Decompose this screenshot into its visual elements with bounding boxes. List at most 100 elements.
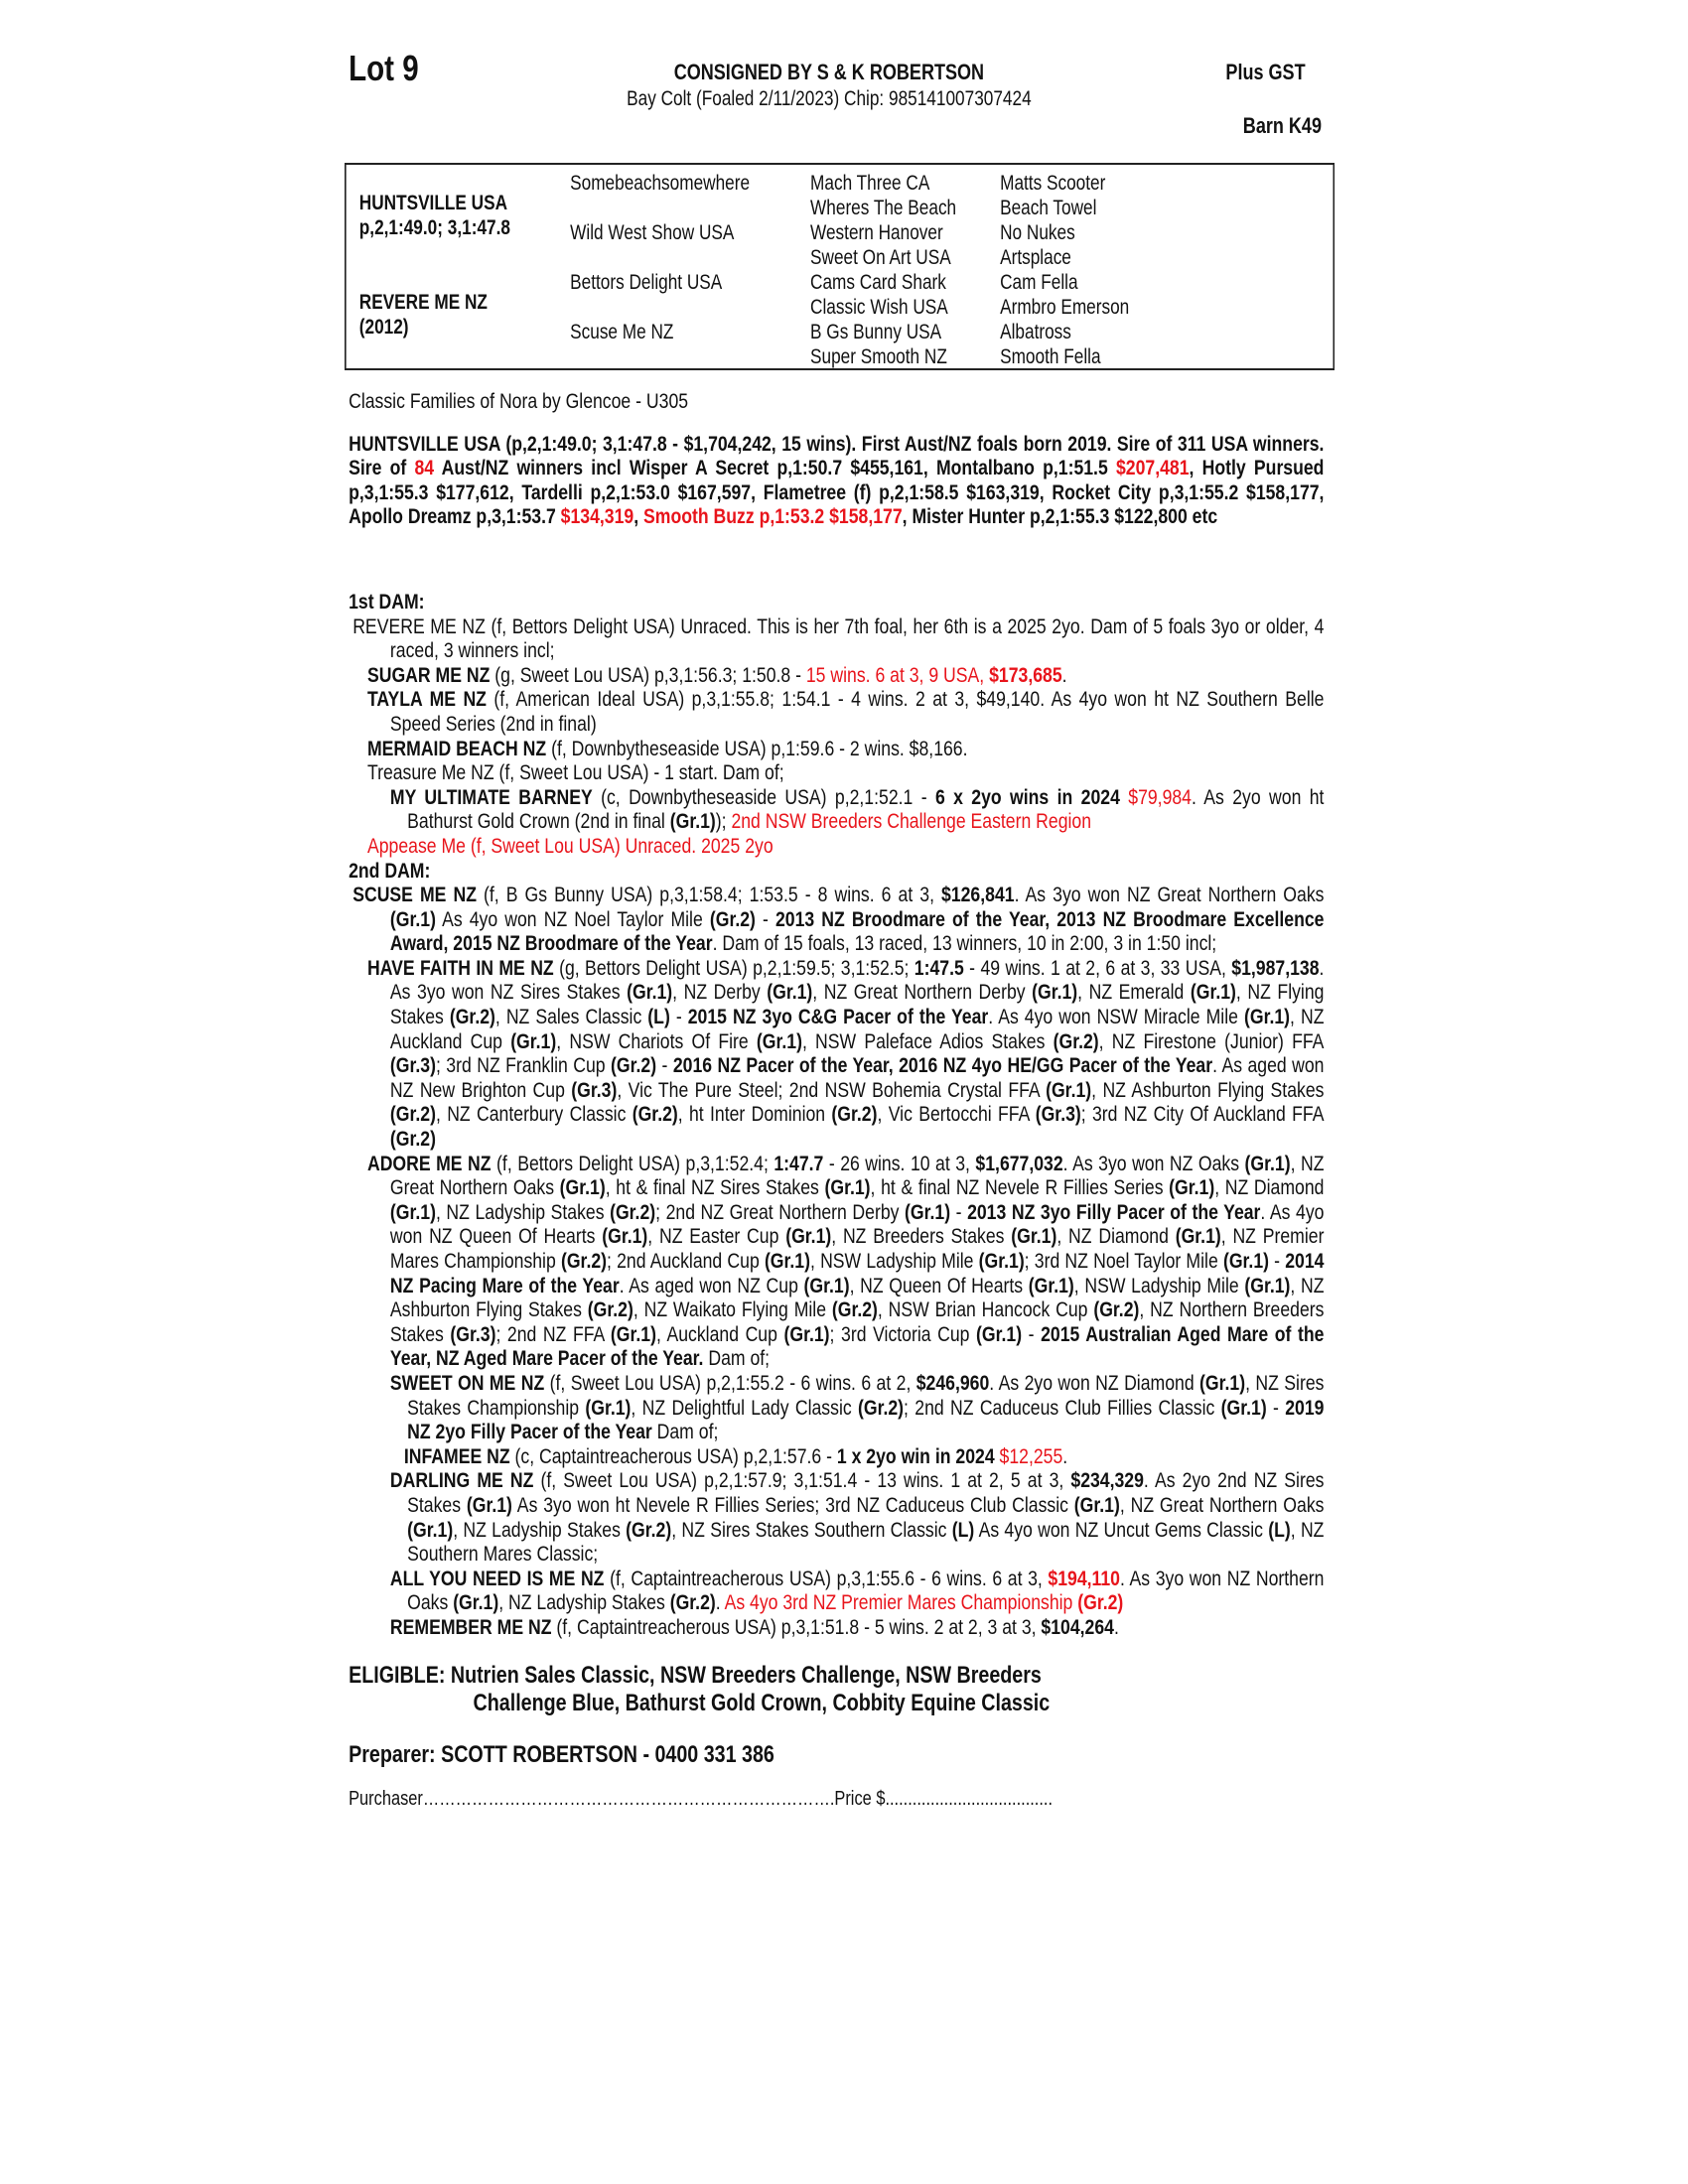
horse-description: Bay Colt (Foaled 2/11/2023) Chip: 985141… <box>627 87 1032 110</box>
text-run: (g, Sweet Lou USA) p,3,1:56.3; 1:50.8 - <box>490 662 806 687</box>
text-run: , NZ Canterbury Classic <box>435 1102 633 1127</box>
text-run: (Gr.1) <box>627 980 673 1005</box>
text-run: (Gr.1) <box>610 1321 656 1346</box>
text-run: As 4yo won NZ Noel Taylor Mile <box>435 906 710 931</box>
pedigree-table: HUNTSVILLE USA p,2,1:49.0; 3,1:47.8 REVE… <box>345 163 1336 370</box>
pedigree-great-grandparent: Mach Three CA <box>810 172 930 195</box>
text-run: SUGAR ME NZ <box>366 662 491 687</box>
text-run: . As 4yo won NSW Miracle Mile <box>988 1005 1244 1029</box>
text-run: , NZ Ladyship Stakes <box>453 1517 627 1542</box>
text-run: , <box>633 504 644 529</box>
text-run: SWEET ON ME NZ <box>389 1370 545 1395</box>
lot-number: Lot 9 <box>349 48 419 88</box>
spacer <box>349 550 1324 568</box>
text-run: 1:47.5 <box>914 955 964 980</box>
text-run: - 49 wins. 1 at 2, 6 at 3, 33 USA, <box>963 955 1232 980</box>
text-run: 1:47.7 <box>774 1151 824 1175</box>
text-run: (Gr.2) <box>560 1249 608 1273</box>
text-run: - <box>755 906 775 931</box>
text-run: (Gr.1) <box>783 1321 830 1346</box>
text-run: , NZ Derby <box>672 980 768 1005</box>
sire-name: HUNTSVILLE USA <box>358 192 508 214</box>
text-run: 2019 NZ 2yo Filly Pacer of the Year <box>407 1395 1325 1444</box>
pedigree-paragraph: HUNTSVILLE USA (p,2,1:49.0; 3,1:47.8 - $… <box>349 432 1324 529</box>
pedigree-great-great-grandparent: No Nukes <box>1000 221 1075 244</box>
text-run: $79,984 <box>1128 784 1192 809</box>
text-run: ; 3rd NZ Franklin Cup <box>435 1053 612 1078</box>
text-run: , Mister Hunter p,2,1:55.3 $122,800 etc <box>902 504 1218 529</box>
catalogue-body: Classic Families of Nora by Glencoe - U3… <box>349 389 1324 1812</box>
pedigree-paragraph: ADORE ME NZ (f, Bettors Delight USA) p,3… <box>349 1151 1325 1371</box>
text-run: , NZ Sires Stakes Southern Classic <box>671 1517 952 1542</box>
text-run: (Gr.3) <box>450 1321 496 1346</box>
eligible-line-1: ELIGIBLE: Nutrien Sales Classic, NSW Bre… <box>349 1661 1042 1689</box>
text-run: (Gr.1) <box>585 1395 632 1420</box>
text-run: , NZ Waikato Flying Mile <box>633 1297 832 1322</box>
text-run: (f, Downbytheseaside USA) p,1:59.6 - 2 w… <box>546 736 968 760</box>
text-run: (Gr.2) <box>669 1590 716 1615</box>
text-run: (Gr.1) <box>1046 1077 1092 1102</box>
text-run: ALL YOU NEED IS ME NZ <box>389 1566 605 1590</box>
pedigree-great-grandparent: Cams Card Shark <box>810 271 946 294</box>
text-run: 2013 NZ Broodmare of the Year, 2013 NZ B… <box>389 906 1325 956</box>
pedigree-paragraph: SUGAR ME NZ (g, Sweet Lou USA) p,3,1:56.… <box>349 663 1324 688</box>
text-run: (Gr.1) <box>1244 1273 1291 1297</box>
text-run: . As 4yo won NZ Queen Of Hearts <box>389 1199 1325 1249</box>
text-run: - <box>1266 1395 1286 1420</box>
text-run: , NZ Sires Stakes Championship <box>407 1370 1325 1420</box>
text-run: , NSW Paleface Adios Stakes <box>801 1028 1054 1053</box>
text-run: (Gr.1) <box>1073 1492 1120 1517</box>
text-run: , Hotly Pursued p,3,1:55.3 $177,612, Tar… <box>349 456 1325 529</box>
text-run: (Gr.1) <box>978 1249 1025 1273</box>
text-run: . As 2yo 2nd NZ Sires Stakes <box>407 1468 1325 1517</box>
consignor: CONSIGNED BY S & K ROBERTSON <box>673 60 985 84</box>
text-run: (Gr.1) <box>510 1028 557 1053</box>
text-run: , NZ Easter Cup <box>647 1224 786 1249</box>
text-run: MERMAID BEACH NZ <box>366 736 547 760</box>
text-run: , NZ Premier Mares Championship <box>389 1224 1325 1273</box>
text-run: - <box>656 1053 673 1078</box>
sire-record: p,2,1:49.0; 3,1:47.8 <box>358 216 510 239</box>
text-run: $1,677,032 <box>975 1151 1063 1175</box>
text-run: 2013 NZ 3yo Filly Pacer of the Year <box>967 1199 1261 1224</box>
text-run: (c, Downbytheseaside USA) p,2,1:52.1 - <box>592 784 935 809</box>
text-run: (f, Captaintreacherous USA) p,3,1:55.6 -… <box>604 1566 1049 1590</box>
text-run: . As 3yo won NZ Oaks <box>1062 1151 1245 1175</box>
text-run: (f, Sweet Lou USA) p,2,1:57.9; 3,1:51.4 … <box>533 1468 1071 1493</box>
text-run: 84 <box>414 456 435 480</box>
text-run: (L) <box>951 1517 975 1542</box>
pedigree-great-grandparent: Western Hanover <box>810 221 943 244</box>
text-run: (Gr.3) <box>389 1053 436 1078</box>
text-run: - <box>669 1005 688 1029</box>
text-run: . As 2yo won ht Bathurst Gold Crown (2nd… <box>407 784 1325 834</box>
text-run: (Gr.2) <box>857 1395 905 1420</box>
text-run: (Gr.3) <box>571 1077 618 1102</box>
dam-name: REVERE ME NZ <box>358 291 488 314</box>
text-run: , Vic The Pure Steel; 2nd NSW Bohemia Cr… <box>617 1077 1047 1102</box>
text-run: (Gr.1) <box>407 1517 454 1542</box>
pedigree-paragraph: Appease Me (f, Sweet Lou USA) Unraced. 2… <box>349 834 1324 859</box>
text-run: ; 3rd NZ Noel Taylor Mile <box>1024 1249 1223 1273</box>
text-run: (L) <box>1268 1517 1291 1542</box>
text-run: Treasure Me NZ (f, Sweet Lou USA) - 1 st… <box>366 760 784 785</box>
text-run: 2016 NZ Pacer of the Year, 2016 NZ 4yo H… <box>672 1053 1213 1078</box>
text-run: , NZ Great Northern Derby <box>812 980 1033 1005</box>
text-run: (Gr.2) <box>389 1127 436 1152</box>
text-run: 1 x 2yo win in 2024 <box>836 1443 995 1468</box>
text-run: ; 2nd Auckland Cup <box>607 1249 765 1273</box>
text-run: (f, B Gs Bunny USA) p,3,1:58.4; 1:53.5 -… <box>476 883 942 907</box>
pedigree-paragraph: Treasure Me NZ (f, Sweet Lou USA) - 1 st… <box>349 760 1324 785</box>
text-run: (Gr.1) <box>1032 980 1078 1005</box>
text-run: , NZ Emerald <box>1077 980 1191 1005</box>
text-run: . As aged won NZ Cup <box>619 1273 804 1297</box>
family-line: Classic Families of Nora by Glencoe - U3… <box>349 389 689 413</box>
text-run: (f, Bettors Delight USA) p,3,1:52.4; <box>491 1151 774 1175</box>
text-run: , Auckland Cup <box>655 1321 784 1346</box>
text-run: (Gr.1) <box>1199 1370 1246 1395</box>
text-run: 2nd DAM: <box>349 858 431 883</box>
text-run: $173,685 <box>989 662 1062 687</box>
text-run: (Gr.1) <box>559 1175 606 1200</box>
text-run: , NSW Brian Hancock Cup <box>877 1297 1094 1322</box>
pedigree-paragraph: ALL YOU NEED IS ME NZ (f, Captaintreache… <box>349 1566 1325 1615</box>
pedigree-great-grandparent: Sweet On Art USA <box>810 246 951 269</box>
